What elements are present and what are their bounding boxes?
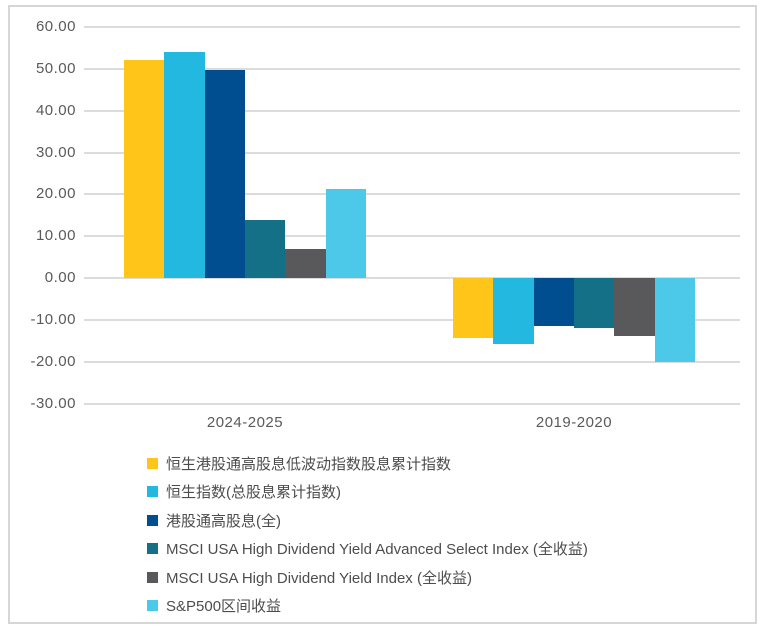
bar-2019-2020-series-5 [654, 278, 695, 362]
legend-item: MSCI USA High Dividend Yield Index (全收益) [147, 568, 472, 587]
x-axis-category-label: 2019-2020 [535, 414, 613, 431]
legend-item: 港股通高股息(全) [147, 511, 281, 530]
legend-label: MSCI USA High Dividend Yield Index (全收益) [166, 569, 472, 587]
y-axis-tick-label: -10.00 [30, 310, 76, 328]
bar-2024-2025-series-0 [124, 60, 165, 278]
bar-2024-2025-series-5 [325, 188, 366, 278]
x-axis-category-label: 2024-2025 [206, 414, 284, 431]
bar-2024-2025-series-4 [285, 248, 326, 278]
y-axis-tick-label: 60.00 [35, 18, 76, 35]
legend-item: 恒生指数(总股息累计指数) [147, 483, 341, 501]
y-gridline [84, 151, 740, 154]
y-gridline [84, 26, 740, 28]
y-gridline [84, 235, 740, 238]
legend-swatch-icon [147, 600, 158, 611]
legend-label: 恒生指数(总股息累计指数) [166, 484, 341, 501]
y-axis-tick-label: 10.00 [35, 227, 76, 245]
legend-label: S&P500区间收益 [166, 598, 282, 615]
y-axis-tick-label: -20.00 [30, 352, 76, 370]
bar-2024-2025-series-1 [164, 52, 205, 278]
y-gridline [84, 109, 740, 112]
bar-2019-2020-series-3 [574, 278, 615, 328]
legend-label: 港股通高股息(全) [166, 512, 281, 530]
y-axis-tick-label: -30.00 [30, 394, 76, 412]
bar-2019-2020-series-0 [453, 278, 494, 338]
y-axis-tick-label: 40.00 [35, 101, 76, 119]
bar-2019-2020-series-2 [533, 278, 574, 326]
legend-swatch-icon [147, 486, 158, 497]
legend-label: MSCI USA High Dividend Yield Advanced Se… [166, 541, 588, 558]
legend-swatch-icon [147, 543, 158, 554]
bar-2024-2025-series-2 [204, 69, 245, 278]
y-gridline [84, 318, 740, 321]
y-axis-tick-label: 30.00 [35, 143, 76, 161]
bar-2019-2020-series-1 [493, 278, 534, 345]
legend-swatch-icon [147, 571, 158, 583]
legend-swatch-icon [147, 514, 158, 526]
legend-item: 恒生港股通高股息低波动指数股息累计指数 [147, 454, 452, 473]
legend-swatch-icon [147, 457, 158, 469]
bar-2024-2025-series-3 [245, 219, 286, 278]
y-gridline [84, 360, 740, 363]
y-axis-tick-label: 50.00 [35, 59, 76, 77]
y-gridline [84, 67, 740, 70]
bar-2019-2020-series-4 [614, 278, 655, 336]
y-gridline [84, 193, 740, 196]
legend-item: MSCI USA High Dividend Yield Advanced Se… [147, 540, 588, 558]
y-axis-tick-label: 0.00 [44, 269, 76, 286]
legend-label: 恒生港股通高股息低波动指数股息累计指数 [166, 455, 452, 473]
y-gridline [84, 402, 740, 405]
y-axis-tick-label: 20.00 [35, 185, 76, 203]
legend-item: S&P500区间收益 [147, 597, 281, 615]
y-gridline [84, 277, 740, 279]
